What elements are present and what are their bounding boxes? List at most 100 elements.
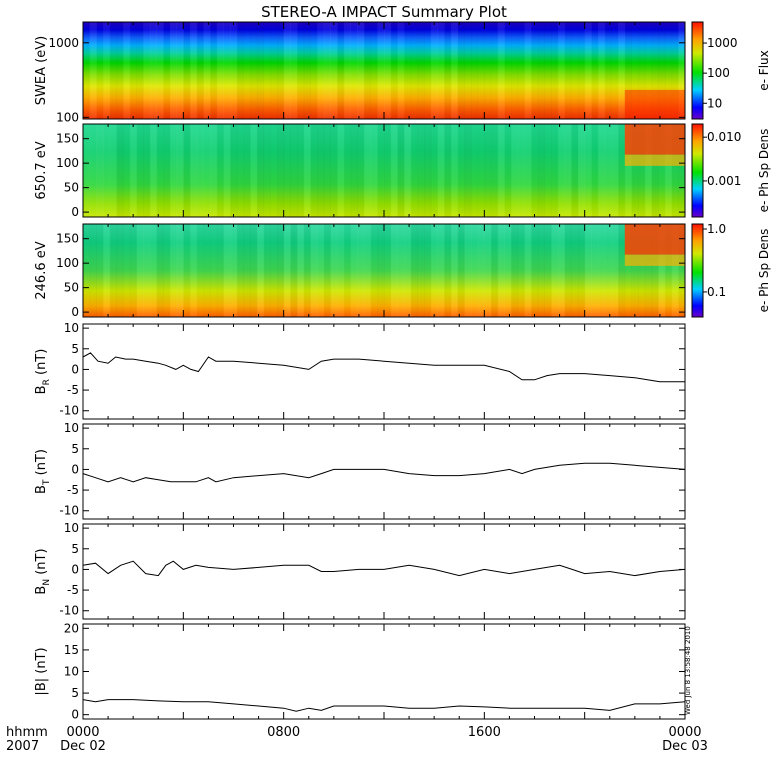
colorbar-tick-label: 0.1 xyxy=(707,285,726,299)
heatmap-streak xyxy=(357,22,365,119)
heatmap-streak xyxy=(116,224,124,317)
heatmap-streak xyxy=(571,224,579,317)
y-axis-label: SWEA (eV) xyxy=(34,36,49,105)
heatmap-enhancement xyxy=(624,224,685,255)
heatmap-streak xyxy=(417,224,425,317)
heatmap-streak xyxy=(89,124,97,217)
heatmap-streak xyxy=(230,224,238,317)
y-tick-label: -10 xyxy=(59,604,79,618)
heatmap-streak xyxy=(384,22,392,119)
heatmap-streak xyxy=(303,22,311,119)
y-tick-label: 5 xyxy=(71,686,79,700)
heatmap-streak xyxy=(464,224,472,317)
colorbar-label: e- Flux xyxy=(757,50,771,90)
heatmap-streak xyxy=(330,224,338,317)
heatmap-streak xyxy=(444,22,452,119)
heatmap-streak xyxy=(183,22,191,119)
heatmap-streak xyxy=(264,22,271,119)
heatmap-streak xyxy=(276,224,285,317)
heatmap-streak xyxy=(598,224,606,317)
panel-frame xyxy=(82,523,686,620)
heatmap-streak xyxy=(103,124,111,217)
heatmap-streak xyxy=(303,224,311,317)
heatmap-streak xyxy=(323,124,331,217)
y-tick-label: -5 xyxy=(67,483,79,497)
heatmap-streak xyxy=(504,22,511,119)
heatmap-streak xyxy=(504,224,512,317)
panel-5: -10 -5 0 5 10 BT (nT) xyxy=(34,421,686,520)
heatmap-streak xyxy=(397,22,405,119)
heatmap-streak xyxy=(297,124,305,217)
colorbar-label: e- Ph Sp Dens xyxy=(757,129,771,213)
heatmap-streak xyxy=(270,224,277,317)
date-label: Dec 02 xyxy=(60,739,106,754)
y-axis-label: 246.6 eV xyxy=(34,241,49,299)
heatmap-streak xyxy=(430,224,439,317)
heatmap-streak xyxy=(671,224,679,317)
heatmap-streak xyxy=(638,22,646,119)
heatmap-streak xyxy=(103,224,111,317)
heatmap-streak xyxy=(203,22,211,119)
heatmap-streak xyxy=(243,224,251,317)
heatmap-streak xyxy=(129,124,138,217)
heatmap-streak xyxy=(511,124,519,217)
heatmap-streak xyxy=(658,224,666,317)
y-tick-label: 100 xyxy=(56,256,79,270)
heatmap-streak xyxy=(290,224,298,317)
heatmap-streak xyxy=(524,224,532,317)
heatmap-streak xyxy=(183,224,190,317)
heatmap-streak xyxy=(330,22,338,119)
series-line xyxy=(82,560,686,577)
heatmap-fill xyxy=(83,22,685,119)
generation-timestamp: Wed Jun 8 13:58:48 2010 xyxy=(684,626,692,715)
y-tick-label: 15 xyxy=(64,643,79,657)
heatmap-streak xyxy=(444,124,452,217)
heatmap-streak xyxy=(337,22,345,119)
heatmap-streak xyxy=(457,22,465,119)
y-tick-label: -5 xyxy=(67,383,79,397)
heatmap-streak xyxy=(390,224,398,317)
heatmap-streak xyxy=(210,124,218,217)
heatmap-streak xyxy=(404,22,411,119)
heatmap-streak xyxy=(223,124,231,217)
heatmap-streak xyxy=(631,124,639,217)
heatmap-streak xyxy=(203,124,211,217)
colorbar-gradient xyxy=(691,223,704,318)
heatmap-streak xyxy=(424,224,432,317)
y-tick-label: 10 xyxy=(64,421,79,435)
y-tick-label: 10 xyxy=(64,665,79,679)
heatmap-streak xyxy=(83,224,90,317)
heatmap-streak xyxy=(256,22,265,119)
colorbar-tick-label: 1.0 xyxy=(707,222,726,236)
heatmap-streak xyxy=(497,224,505,317)
heatmap-streak xyxy=(464,124,472,217)
heatmap-streak xyxy=(243,124,251,217)
heatmap-streak xyxy=(484,224,492,317)
heatmap-streak xyxy=(109,224,117,317)
heatmap-streak xyxy=(310,124,318,217)
heatmap-streak xyxy=(370,124,378,217)
heatmap-streak xyxy=(357,224,365,317)
heatmap-streak xyxy=(83,22,90,119)
heatmap-streak xyxy=(524,22,532,119)
heatmap-streak xyxy=(157,124,164,217)
heatmap-streak xyxy=(470,224,479,317)
time-tick-label: 0000 xyxy=(66,725,99,740)
heatmap-streak xyxy=(497,124,505,217)
heatmap-streak xyxy=(303,124,311,217)
heatmap-streak xyxy=(604,224,612,317)
heatmap-streak xyxy=(584,22,592,119)
heatmap-streak xyxy=(518,22,525,119)
heatmap-streak xyxy=(96,224,104,317)
heatmap-streak xyxy=(176,22,184,119)
heatmap-streak xyxy=(491,124,498,217)
colorbar-tick-label: 1000 xyxy=(707,36,738,50)
heatmap-streak xyxy=(410,224,418,317)
heatmap-streak xyxy=(250,124,258,217)
heatmap-streak xyxy=(217,124,224,217)
heatmap-streak xyxy=(437,22,445,119)
corner-hhmm-label: hhmm xyxy=(6,725,48,740)
